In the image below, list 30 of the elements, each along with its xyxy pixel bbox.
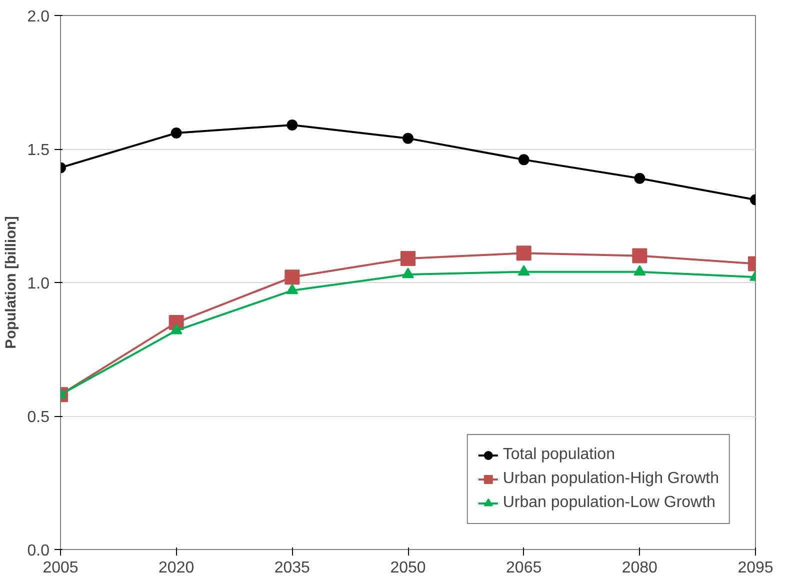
point — [402, 132, 414, 144]
point — [170, 127, 182, 138]
legend-label: Urban population-Low Growth — [502, 494, 716, 512]
point — [170, 324, 182, 334]
legend-label: Urban population-High Growth — [502, 470, 719, 488]
x-tick-label: 2065 — [506, 560, 542, 576]
point — [400, 250, 416, 266]
point — [516, 246, 532, 261]
y-axis-title: Population [billion] — [3, 216, 20, 349]
y-tick-label: 2.0 — [27, 8, 50, 26]
x-tick-label: 2035 — [274, 560, 310, 576]
legend-label: Total population — [502, 446, 615, 464]
point — [286, 119, 298, 130]
y-tick-label: 0.0 — [27, 542, 50, 560]
point — [518, 154, 530, 166]
x-tick-label: 2080 — [622, 560, 658, 576]
point — [632, 248, 648, 264]
x-tick-label: 2005 — [42, 560, 78, 576]
point — [402, 268, 414, 278]
point — [284, 270, 300, 285]
y-tick-label: 1.5 — [27, 142, 50, 159]
point — [634, 172, 646, 184]
x-tick-label: 2050 — [390, 560, 426, 576]
y-tick-label: 1.0 — [27, 276, 50, 292]
point — [634, 264, 646, 276]
x-tick-label: 2095 — [738, 560, 774, 576]
point — [518, 264, 530, 276]
x-tick-label: 2020 — [158, 560, 194, 576]
point — [286, 284, 298, 294]
y-tick-label: 0.5 — [27, 409, 50, 426]
